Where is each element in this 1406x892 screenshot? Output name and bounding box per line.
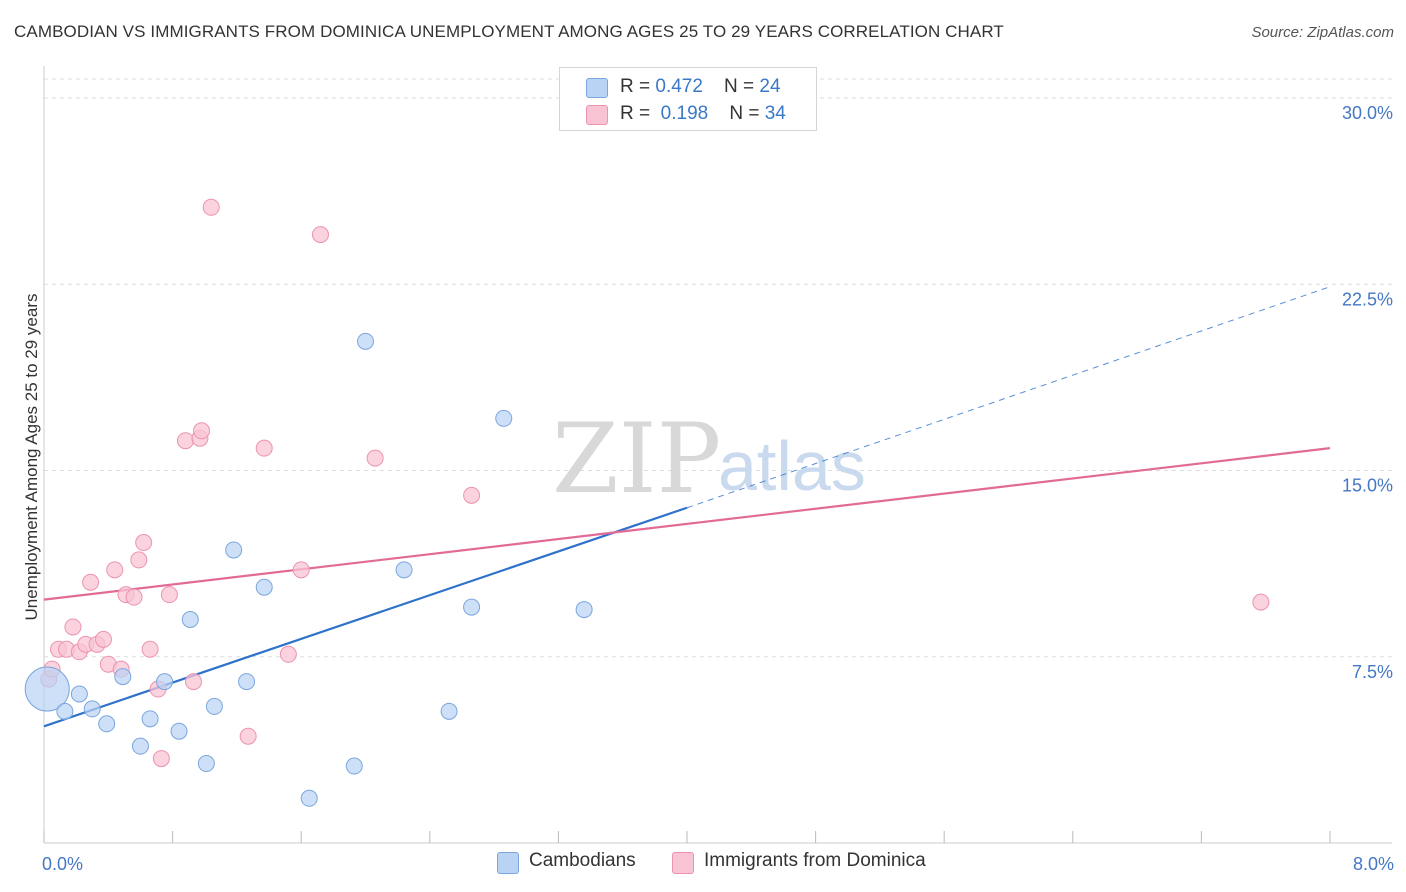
points-layer [24,198,1270,807]
cambodian-point [463,598,481,616]
r-label: R = [620,103,656,124]
r-label: R = [620,76,656,97]
tick-label-layer: 7.5% 15.0% 22.5% 30.0% 0.0% 8.0% [42,103,1394,874]
watermark-atlas: atlas [718,427,866,505]
legend-label-cambodians: Cambodians [529,850,636,871]
cambodian-point [197,755,215,773]
correlation-legend: R = 0.472 N = 24 R = 0.198 N = 34 [559,67,817,131]
y-axis-label: Unemployment Among Ages 25 to 29 years [22,294,41,621]
cambodian-point [83,700,101,718]
cambodian-point [205,697,223,715]
dominica-point [125,588,143,606]
n-label: N = [729,103,765,124]
watermark-zip: ZIP [552,403,721,515]
dominica-point [279,645,297,663]
dominica-point [184,673,202,691]
dominica-point [311,226,329,244]
cambodian-point [495,409,513,427]
x-tick-label: 0.0% [42,854,83,874]
r-value: 0.472 [655,76,703,97]
dominica-point [193,422,211,440]
legend-swatch-pink [672,852,694,874]
dominica-point [463,486,481,504]
dominica-trend-line [43,447,1331,601]
chart-title: CAMBODIAN VS IMMIGRANTS FROM DOMINICA UN… [14,22,1004,41]
y-tick-label: 15.0% [1342,476,1393,496]
n-label: N = [724,76,760,97]
x-tick-label: 8.0% [1353,854,1394,874]
dominica-point [106,561,124,579]
dominica-point [141,640,159,658]
cambodian-point [56,702,74,720]
dominica-point [152,750,170,768]
y-tick-label: 30.0% [1342,103,1393,123]
legend-swatch-pink [586,105,608,125]
cambodian-point [345,757,363,775]
cambodian-point [255,578,273,596]
cambodian-point [170,722,188,740]
cambodian-point [238,673,256,691]
r-value: 0.198 [655,103,709,124]
dominica-point [130,551,148,569]
axis-layer [43,66,1392,844]
dominica-point [239,727,257,745]
legend-swatch-blue [586,78,608,98]
legend-label-dominica: Immigrants from Dominica [704,850,926,871]
n-value: 34 [764,103,786,124]
cambodian-point [141,710,159,728]
cambodian-point [395,561,413,579]
cambodians-trend-extension [686,286,1331,509]
cambodian-point [440,702,458,720]
dominica-point [94,630,112,648]
y-tick-label: 22.5% [1342,289,1393,309]
cambodian-point [131,737,149,755]
cambodian-point [70,685,88,703]
dominica-point [176,432,194,450]
dominica-point [202,198,220,216]
cambodian-point [357,332,374,350]
dominica-point [135,534,153,552]
dominica-point [82,573,100,591]
cambodian-point [181,611,199,628]
dominica-point [366,449,384,467]
cambodian-point [98,715,116,733]
legend-stats: R = 0.198 N = 34 [620,103,786,125]
source-credit: Source: ZipAtlas.com [1251,24,1394,41]
grid-layer [44,78,1392,658]
n-value: 24 [759,76,781,97]
dominica-point [292,561,310,579]
dominica-point [64,618,82,636]
dominica-point [160,586,178,604]
legend-swatch-blue [497,852,519,874]
dominica-point [255,439,273,457]
legend-stats: R = 0.472 N = 24 [620,76,781,98]
cambodian-point [156,673,174,691]
cambodian-point [114,668,132,686]
dominica-point [1252,593,1270,611]
cambodian-point [575,601,593,619]
y-tick-label: 7.5% [1352,662,1393,682]
cambodian-point [24,666,70,712]
cambodian-point [225,541,243,559]
cambodian-point [300,789,318,807]
